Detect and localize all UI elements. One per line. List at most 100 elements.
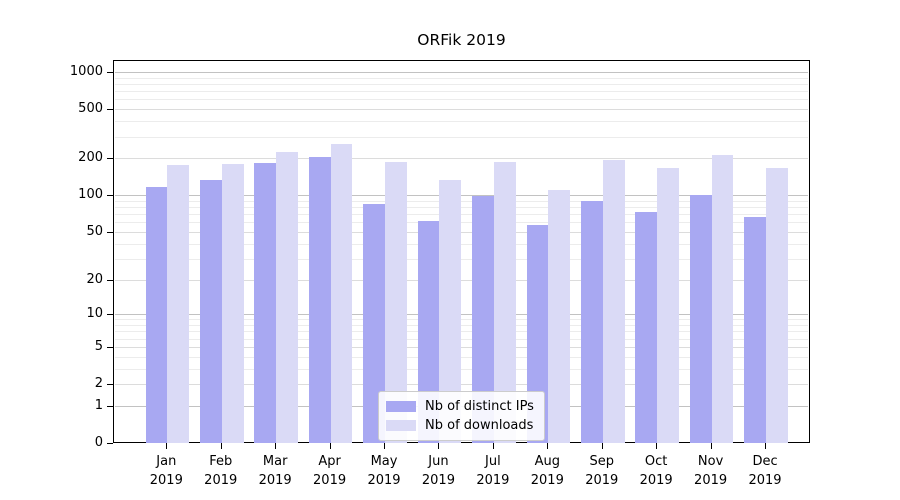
x-tick-label-apr: Apr 2019 [302,452,358,490]
gridline-50 [115,231,808,233]
x-label-month: Dec [752,454,778,469]
y-tick-label-10: 10 [86,306,103,322]
gridline-6 [115,338,808,340]
x-tick-oct [656,443,658,449]
x-tick-label-jan: Jan 2019 [138,452,194,490]
x-label-year: 2019 [421,473,455,488]
gridline-7 [115,331,808,333]
bar-distinct-ips-oct [635,211,658,443]
bar-distinct-ips-nov [689,195,712,443]
y-tick-label-200: 200 [78,150,103,166]
gridline-200 [115,158,808,160]
legend-label-distinct-ips: Nb of distinct IPs [425,399,534,414]
x-label-month: Feb [209,454,233,469]
bar-downloads-dec [766,168,788,443]
y-tick-20 [107,279,113,281]
y-tick-label-5: 5 [94,338,103,354]
y-tick-100 [107,195,113,197]
x-tick-label-sep: Sep 2019 [574,452,630,490]
x-tick-dec [765,443,767,449]
legend-swatch-downloads [386,420,416,431]
bar-downloads-mar [276,151,298,443]
gridline-9 [115,319,808,321]
legend: Nb of distinct IPs Nb of downloads [378,391,545,441]
legend-swatch-distinct-ips [386,401,416,412]
x-tick-label-feb: Feb 2019 [193,452,249,490]
x-tick-jul [492,443,494,449]
legend-row-downloads: Nb of downloads [386,416,534,435]
gridline-1000 [115,71,808,73]
gridline-900 [115,77,808,79]
gridline-80 [115,207,808,209]
bar-downloads-jun [439,179,462,443]
x-label-month: Jun [428,454,449,469]
gridline-10 [115,314,808,316]
x-tick-apr [329,443,331,449]
gridline-100 [115,195,808,197]
x-tick-may [384,443,386,449]
gridline-5 [115,346,808,348]
x-label-year: 2019 [204,473,238,488]
bar-distinct-ips-jan [145,187,168,443]
y-tick-10 [107,314,113,316]
y-tick-label-2: 2 [94,376,103,391]
x-label-month: Sep [589,454,614,469]
x-tick-label-dec: Dec 2019 [737,452,793,490]
y-tick-label-100: 100 [78,187,103,203]
x-tick-jan [166,443,168,449]
gridline-4 [115,356,808,358]
chart-title: ORFik 2019 [417,31,506,49]
y-tick-label-0: 0 [94,435,103,450]
gridline-70 [115,214,808,216]
x-tick-mar [275,443,277,449]
x-tick-aug [547,443,549,449]
y-tick-label-1: 1 [94,397,103,413]
gridline-400 [115,121,808,123]
x-tick-label-nov: Nov 2019 [683,452,739,490]
x-label-month: Mar [262,454,288,469]
bar-distinct-ips-feb [199,179,222,443]
plot-area [113,60,810,443]
y-tick-5 [107,346,113,348]
x-tick-feb [220,443,222,449]
x-tick-label-jul: Jul 2019 [465,452,521,490]
y-tick-1 [107,405,113,407]
gridline-40 [115,243,808,245]
y-tick-50 [107,231,113,233]
gridline-2 [115,384,808,385]
x-label-month: Jul [485,454,501,469]
gridline-800 [115,83,808,85]
x-tick-nov [710,443,712,449]
gridline-60 [115,222,808,224]
y-tick-label-1000: 1000 [69,63,103,79]
bar-distinct-ips-dec [744,217,767,443]
gridline-500 [115,109,808,111]
x-label-month: Oct [644,454,668,469]
x-label-month: Nov [697,454,724,469]
x-tick-label-jun: Jun 2019 [410,452,466,490]
x-tick-label-mar: Mar 2019 [247,452,303,490]
x-label-year: 2019 [476,473,510,488]
y-tick-1000 [107,71,113,73]
legend-row-distinct-ips: Nb of distinct IPs [386,397,534,416]
x-label-year: 2019 [367,473,401,488]
x-label-month: May [370,454,398,469]
x-tick-label-may: May 2019 [356,452,412,490]
x-tick-jun [438,443,440,449]
bar-distinct-ips-aug [526,224,549,443]
gridline-30 [115,258,808,260]
x-label-month: Apr [318,454,341,469]
bar-distinct-ips-jun [417,220,440,443]
gridline-8 [115,325,808,326]
y-tick-label-20: 20 [86,271,103,287]
x-label-year: 2019 [149,473,183,488]
x-label-month: Aug [534,454,560,469]
x-label-month: Jan [156,454,177,469]
legend-label-downloads: Nb of downloads [425,418,534,433]
y-tick-label-50: 50 [86,223,103,239]
x-tick-label-oct: Oct 2019 [628,452,684,490]
y-tick-label-500: 500 [78,101,103,117]
x-tick-sep [601,443,603,449]
bar-distinct-ips-jul [472,196,494,443]
